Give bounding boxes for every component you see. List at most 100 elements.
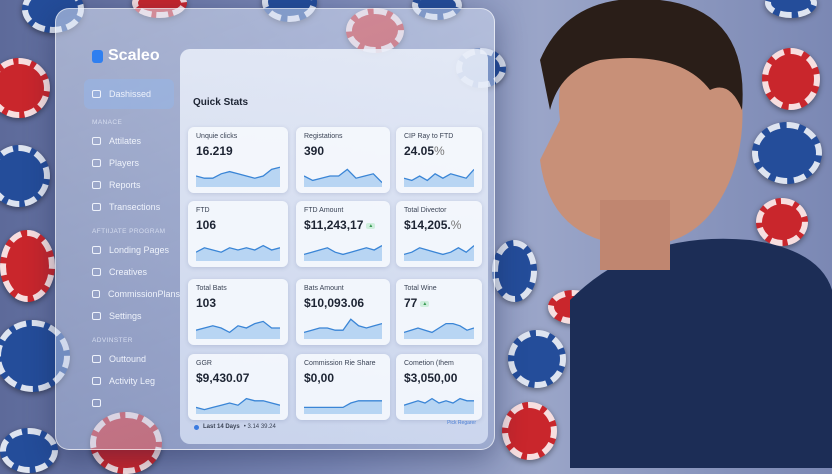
sparkline-line — [196, 244, 280, 253]
sparkline — [196, 320, 280, 339]
stat-card[interactable]: Cometion (Ihem $3,050,00 — [396, 354, 482, 420]
page-title: Quick Stats — [193, 97, 249, 108]
stat-value: $3,050,00 — [404, 371, 458, 385]
sparkline-line — [304, 318, 382, 334]
sparkline — [196, 397, 280, 414]
user-icon — [92, 355, 101, 363]
stat-card[interactable]: CIP Ray to FTD 24.05% — [396, 127, 482, 193]
sidebar-item[interactable]: Players — [62, 152, 180, 174]
percent-icon — [92, 290, 100, 298]
stat-card[interactable]: Total Wine 77 ▲ — [396, 279, 482, 345]
stat-label: Total Wine — [404, 285, 437, 292]
monitor-icon — [92, 246, 101, 254]
chart-icon — [92, 181, 101, 189]
sparkline — [196, 244, 280, 261]
date-range[interactable]: Last 14 Days • 3.14 39.24 — [194, 424, 276, 430]
sparkline-line — [304, 400, 382, 409]
sparkline — [404, 168, 474, 187]
stat-card[interactable]: GGR $9,430.07 — [188, 354, 288, 420]
sparkline-line — [404, 322, 474, 334]
sidebar-item[interactable]: Transections — [62, 196, 180, 218]
sidebar-item[interactable] — [62, 392, 180, 414]
stat-label: Bats Amount — [304, 285, 344, 292]
stat-label: Total Divector — [404, 207, 447, 214]
stat-card[interactable]: Commission Rie Share $0,00 — [296, 354, 390, 420]
sparkline-line — [304, 168, 382, 184]
sidebar-item[interactable]: Reports — [62, 174, 180, 196]
stat-value: 106 — [196, 218, 217, 232]
sidebar-item-label: Creatives — [109, 267, 148, 277]
sidebar-item[interactable]: Activity Leg — [62, 370, 180, 392]
sparkline-area — [404, 398, 474, 414]
sparkline-line — [196, 320, 280, 334]
nav-section-heading: ADVINSTER — [92, 337, 133, 344]
sidebar-item[interactable]: Londing Pages — [62, 239, 180, 261]
sidebar-item-label: Settings — [109, 311, 142, 321]
stat-card[interactable]: FTD Amount $11,243,17 ▲ — [296, 201, 390, 267]
sparkline-area — [196, 321, 280, 339]
trend-badge: ▲ — [420, 300, 430, 307]
range-label: Last 14 Days — [203, 424, 240, 430]
footer-link[interactable]: Pick Regarer — [447, 420, 476, 426]
stat-label: CIP Ray to FTD — [404, 133, 454, 140]
stat-value: 24.05% — [404, 144, 445, 158]
stat-value: 390 — [304, 144, 325, 158]
sparkline-area — [196, 398, 280, 414]
sparkline-area — [196, 245, 280, 261]
sidebar: Scaleo Dashissed MANACE Attilates Players Rep… — [62, 39, 180, 439]
list-icon — [92, 159, 101, 167]
sparkline — [404, 245, 474, 261]
sparkline-area — [304, 245, 382, 261]
sparkline-area — [304, 319, 382, 339]
sidebar-item-label: Outtound — [109, 354, 147, 364]
sidebar-item[interactable]: Settings — [62, 305, 180, 327]
sparkline-line — [404, 397, 474, 406]
stat-label: Registations — [304, 133, 343, 140]
stat-label: FTD — [196, 207, 210, 214]
sidebar-item[interactable]: Dashissed — [84, 79, 174, 109]
sidebar-item-label: Transections — [109, 202, 161, 212]
stat-card[interactable]: Unquie clicks 16.219 — [188, 127, 288, 193]
sidebar-item-label: Players — [109, 158, 140, 168]
grid-icon — [92, 90, 101, 98]
nav-section-heading: AFTIIJATE PROGRAM — [92, 228, 166, 235]
trend-badge: ▲ — [366, 222, 376, 229]
sidebar-item[interactable]: CommissionPlans — [62, 283, 180, 305]
stat-label: GGR — [196, 360, 212, 367]
sidebar-item-label: Activity Leg — [109, 376, 156, 386]
sidebar-item[interactable]: Creatives — [62, 261, 180, 283]
stat-label: Cometion (Ihem — [404, 360, 454, 367]
stat-card[interactable]: Total Divector $14,205.% — [396, 201, 482, 267]
brand-logo[interactable]: Scaleo — [92, 47, 180, 65]
time-label: • 3.14 39.24 — [243, 424, 276, 430]
stat-label: Unquie clicks — [196, 133, 238, 140]
stat-value: $10,093.06 — [304, 296, 365, 310]
sparkline-line — [404, 245, 474, 256]
gear-icon — [92, 312, 101, 320]
sidebar-item-label: Dashissed — [109, 89, 152, 99]
stat-value: 103 — [196, 296, 217, 310]
stat-value: 77 ▲ — [404, 296, 430, 310]
stat-value: $9,430.07 — [196, 371, 250, 385]
sparkline-area — [196, 167, 280, 187]
stat-card[interactable]: Registations 390 — [296, 127, 390, 193]
bell-icon — [92, 399, 101, 407]
stat-label: FTD Amount — [304, 207, 344, 214]
sparkline-area — [304, 400, 382, 414]
sparkline-area — [404, 323, 474, 339]
brand-name: Scaleo — [108, 47, 160, 64]
sparkline — [196, 166, 280, 187]
stat-label: Commission Rie Share — [304, 360, 376, 367]
sidebar-item[interactable]: Outtound — [62, 348, 180, 370]
sparkline — [404, 322, 474, 339]
calendar-dot-icon — [194, 424, 199, 430]
sparkline-line — [404, 168, 474, 182]
sidebar-item[interactable]: Attilates — [62, 130, 180, 152]
main-content: Quick Stats Unquie clicks 16.219 Regista… — [180, 49, 488, 444]
stat-card[interactable]: Bats Amount $10,093.06 — [296, 279, 390, 345]
activity-icon — [92, 377, 101, 385]
stat-card[interactable]: Total Bats 103 — [188, 279, 288, 345]
stat-card[interactable]: FTD 106 — [188, 201, 288, 267]
sparkline-area — [404, 169, 474, 187]
sparkline — [304, 400, 382, 414]
